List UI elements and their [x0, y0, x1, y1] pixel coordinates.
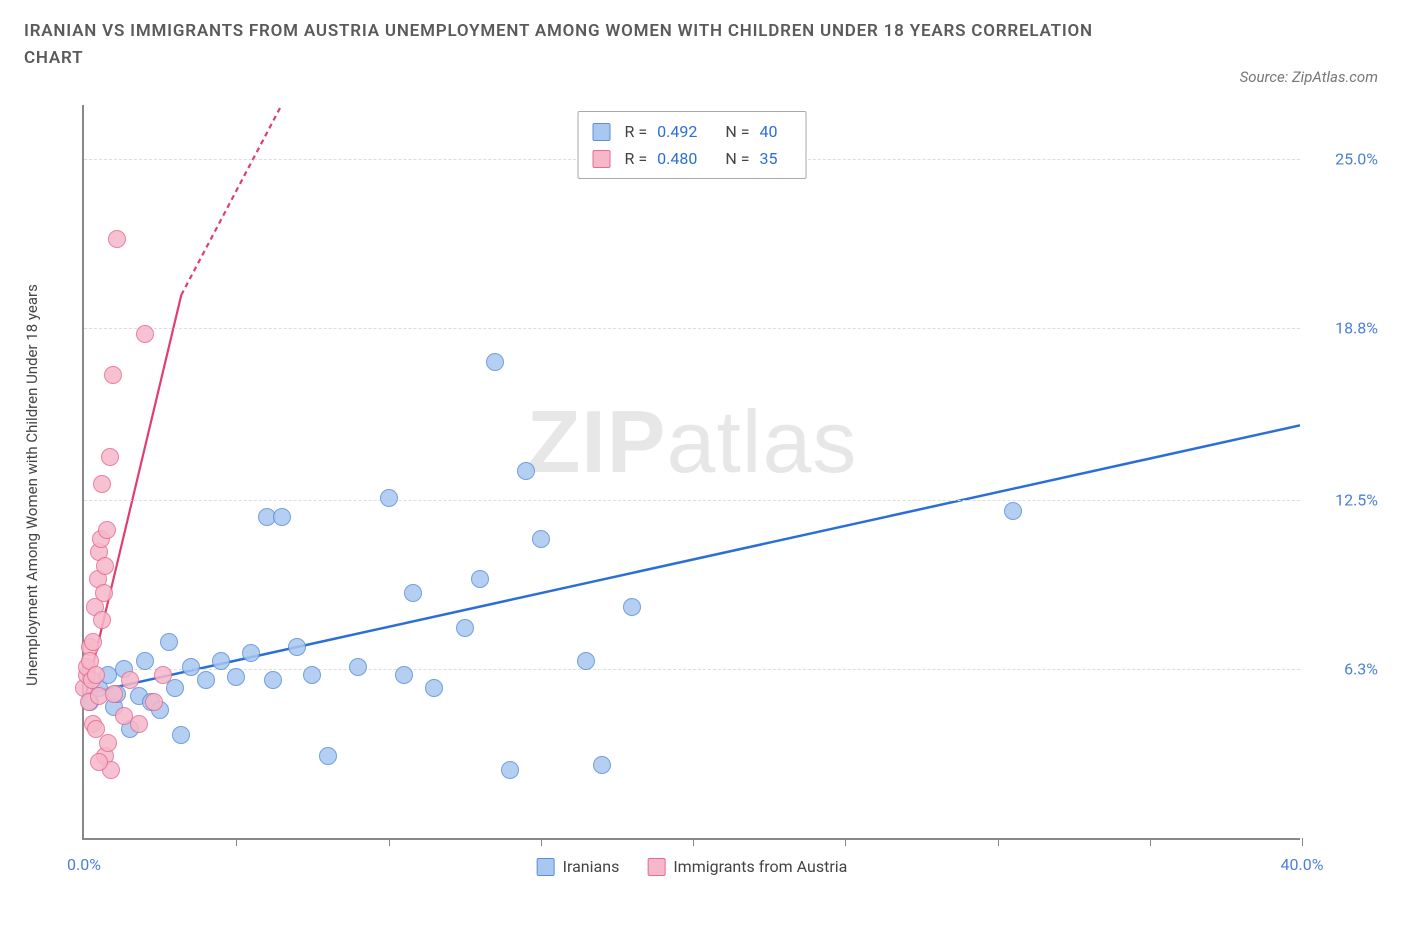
stat-value-r: 0.480 [657, 145, 697, 172]
data-point [1004, 502, 1022, 520]
gridline [84, 328, 1300, 329]
legend-swatch [593, 123, 611, 141]
data-point [95, 584, 113, 602]
watermark-bold: ZIP [527, 392, 667, 491]
chart-title: IRANIAN VS IMMIGRANTS FROM AUSTRIA UNEMP… [24, 18, 1124, 72]
data-point [98, 521, 116, 539]
stat-label-r: R = [625, 145, 648, 172]
gridline [84, 669, 1300, 670]
data-point [101, 448, 119, 466]
data-point [532, 530, 550, 548]
data-point [130, 715, 148, 733]
x-tick [693, 838, 694, 846]
x-tick [541, 838, 542, 846]
data-point [349, 658, 367, 676]
data-point [145, 693, 163, 711]
data-point [105, 685, 123, 703]
y-tick-label: 25.0% [1308, 150, 1378, 169]
stat-value-r: 0.492 [657, 118, 697, 145]
trend-lines [84, 105, 1300, 838]
plot-area: ZIPatlas R =0.492N =40R =0.480N =35 Iran… [82, 105, 1300, 840]
data-point [517, 462, 535, 480]
data-point [160, 633, 178, 651]
data-point [288, 638, 306, 656]
data-point [380, 489, 398, 507]
stat-label-n: N = [725, 145, 749, 172]
data-point [577, 652, 595, 670]
x-tick-label: 40.0% [1281, 855, 1324, 874]
data-point [501, 761, 519, 779]
data-point [93, 475, 111, 493]
watermark-rest: atlas [667, 392, 858, 491]
data-point [121, 671, 139, 689]
data-point [104, 366, 122, 384]
data-point [99, 734, 117, 752]
data-point [593, 756, 611, 774]
data-point [108, 230, 126, 248]
data-point [404, 584, 422, 602]
legend-swatch [647, 858, 665, 876]
source-attribution: Source: ZipAtlas.com [1240, 68, 1378, 86]
x-tick [389, 838, 390, 846]
data-point [471, 570, 489, 588]
data-point [212, 652, 230, 670]
data-point [136, 325, 154, 343]
x-tick [236, 838, 237, 846]
data-point [96, 557, 114, 575]
trend-line [181, 105, 281, 295]
data-point [303, 666, 321, 684]
legend-label: Immigrants from Austria [673, 857, 847, 876]
x-tick [1150, 838, 1151, 846]
data-point [87, 666, 105, 684]
data-point [456, 619, 474, 637]
legend-stat-row: R = 0.492 N = 40 [593, 118, 792, 145]
data-point [395, 666, 413, 684]
series-legend: Iranians Immigrants from Austria [537, 857, 848, 876]
data-point [197, 671, 215, 689]
data-point [425, 679, 443, 697]
y-tick-label: 6.3% [1308, 659, 1378, 678]
stat-value-n: 40 [759, 118, 777, 145]
x-tick [845, 838, 846, 846]
data-point [172, 726, 190, 744]
chart-container: Unemployment Among Women with Children U… [24, 105, 1384, 865]
data-point [227, 668, 245, 686]
data-point [623, 598, 641, 616]
x-tick [998, 838, 999, 846]
data-point [319, 747, 337, 765]
legend-swatch [593, 150, 611, 168]
y-tick-label: 12.5% [1308, 490, 1378, 509]
data-point [182, 658, 200, 676]
data-point [486, 353, 504, 371]
data-point [264, 671, 282, 689]
stat-label-n: N = [725, 118, 749, 145]
data-point [84, 633, 102, 651]
legend-item: Immigrants from Austria [647, 857, 847, 876]
legend-stat-row: R = 0.480 N = 35 [593, 145, 792, 172]
stats-legend: R = 0.492 N = 40 R = 0.480 N = 35 [578, 111, 807, 179]
data-point [242, 644, 260, 662]
data-point [136, 652, 154, 670]
data-point [273, 508, 291, 526]
legend-swatch [537, 858, 555, 876]
x-tick [1302, 838, 1303, 846]
stat-label-r: R = [625, 118, 648, 145]
legend-item: Iranians [537, 857, 620, 876]
x-tick-label: 0.0% [67, 855, 101, 874]
y-axis-label: Unemployment Among Women with Children U… [23, 225, 41, 745]
legend-label: Iranians [563, 857, 620, 876]
watermark: ZIPatlas [527, 391, 858, 493]
data-point [166, 679, 184, 697]
y-tick-label: 18.8% [1308, 319, 1378, 338]
stat-value-n: 35 [759, 145, 777, 172]
gridline [84, 500, 1300, 501]
data-point [90, 753, 108, 771]
trend-line [84, 425, 1300, 694]
data-point [154, 666, 172, 684]
data-point [93, 611, 111, 629]
